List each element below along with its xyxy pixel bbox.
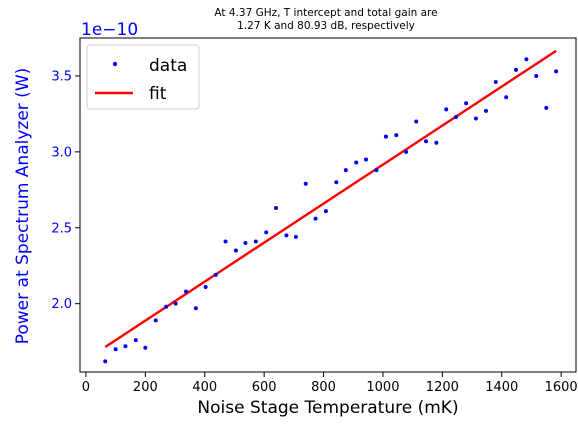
data-point bbox=[293, 234, 298, 239]
data-point bbox=[243, 240, 248, 245]
fit-line-group bbox=[104, 49, 557, 348]
data-point bbox=[223, 239, 228, 244]
x-tick-label: 1000 bbox=[366, 380, 399, 395]
data-point bbox=[374, 168, 379, 173]
data-point bbox=[103, 359, 108, 364]
x-axis-ticks: 0 200 400 600 800 1000 1200 1400 1600 bbox=[82, 372, 578, 395]
data-point bbox=[203, 284, 208, 289]
data-point bbox=[153, 318, 158, 323]
legend-label-data: data bbox=[149, 56, 187, 76]
legend-marker-data bbox=[112, 61, 118, 67]
data-point bbox=[343, 168, 348, 173]
y-axis-title: Power at Spectrum Analyzer (W) bbox=[13, 68, 33, 345]
data-point bbox=[484, 108, 489, 113]
chart-title-line-2: 1.27 K and 80.93 dB, respectively bbox=[237, 20, 415, 32]
data-point bbox=[123, 344, 128, 349]
data-point bbox=[133, 338, 138, 343]
data-point bbox=[143, 345, 148, 350]
data-point bbox=[164, 304, 169, 309]
x-tick-label: 1400 bbox=[485, 380, 518, 395]
data-point bbox=[434, 140, 439, 145]
x-tick-label: 1200 bbox=[426, 380, 459, 395]
data-point bbox=[524, 57, 529, 62]
data-point bbox=[284, 233, 289, 238]
data-point bbox=[274, 206, 279, 211]
x-tick-label: 0 bbox=[82, 380, 90, 395]
y-offset-text: 1e−10 bbox=[81, 20, 138, 40]
y-tick-label: 2.0 bbox=[51, 297, 72, 312]
x-tick-label: 600 bbox=[252, 380, 277, 395]
data-point bbox=[424, 139, 429, 144]
data-point bbox=[504, 95, 509, 100]
y-tick-label: 2.5 bbox=[51, 221, 72, 236]
axes-frame bbox=[79, 37, 577, 373]
data-point bbox=[414, 119, 419, 124]
data-point bbox=[233, 248, 238, 253]
data-point bbox=[464, 101, 469, 106]
data-point bbox=[334, 180, 339, 185]
data-point bbox=[493, 80, 498, 85]
data-point bbox=[554, 69, 559, 74]
data-point bbox=[534, 73, 539, 78]
fit-line bbox=[104, 49, 557, 348]
x-tick-label: 800 bbox=[311, 380, 336, 395]
data-point bbox=[303, 181, 308, 186]
data-point bbox=[213, 272, 218, 277]
data-point bbox=[514, 67, 518, 72]
data-point bbox=[544, 105, 549, 110]
data-point bbox=[404, 149, 409, 154]
y-tick-label: 3.0 bbox=[51, 145, 72, 160]
x-axis-title: Noise Stage Temperature (mK) bbox=[197, 398, 458, 418]
data-point bbox=[253, 239, 258, 244]
data-point bbox=[323, 209, 328, 214]
data-point bbox=[113, 347, 118, 352]
data-point bbox=[264, 230, 269, 235]
y-axis-ticks: 2.0 2.5 3.0 3.5 bbox=[51, 69, 80, 312]
data-point bbox=[184, 289, 189, 294]
data-point bbox=[173, 301, 178, 306]
data-point bbox=[454, 114, 459, 119]
x-tick-label: 400 bbox=[192, 380, 217, 395]
data-points bbox=[103, 57, 559, 364]
data-point bbox=[354, 160, 359, 165]
data-point bbox=[383, 134, 388, 139]
chart-title-line-1: At 4.37 GHz, T intercept and total gain … bbox=[214, 7, 437, 19]
x-tick-label: 200 bbox=[133, 380, 158, 395]
data-point bbox=[473, 116, 478, 121]
x-tick-label: 1600 bbox=[545, 380, 578, 395]
data-point bbox=[364, 157, 369, 162]
data-point bbox=[313, 216, 318, 221]
legend-box bbox=[86, 44, 200, 110]
data-point bbox=[394, 133, 399, 138]
legend: data fit bbox=[86, 44, 200, 110]
y-tick-label: 3.5 bbox=[51, 69, 72, 84]
data-point bbox=[444, 107, 449, 112]
data-point bbox=[193, 306, 198, 311]
legend-label-fit: fit bbox=[149, 84, 167, 104]
